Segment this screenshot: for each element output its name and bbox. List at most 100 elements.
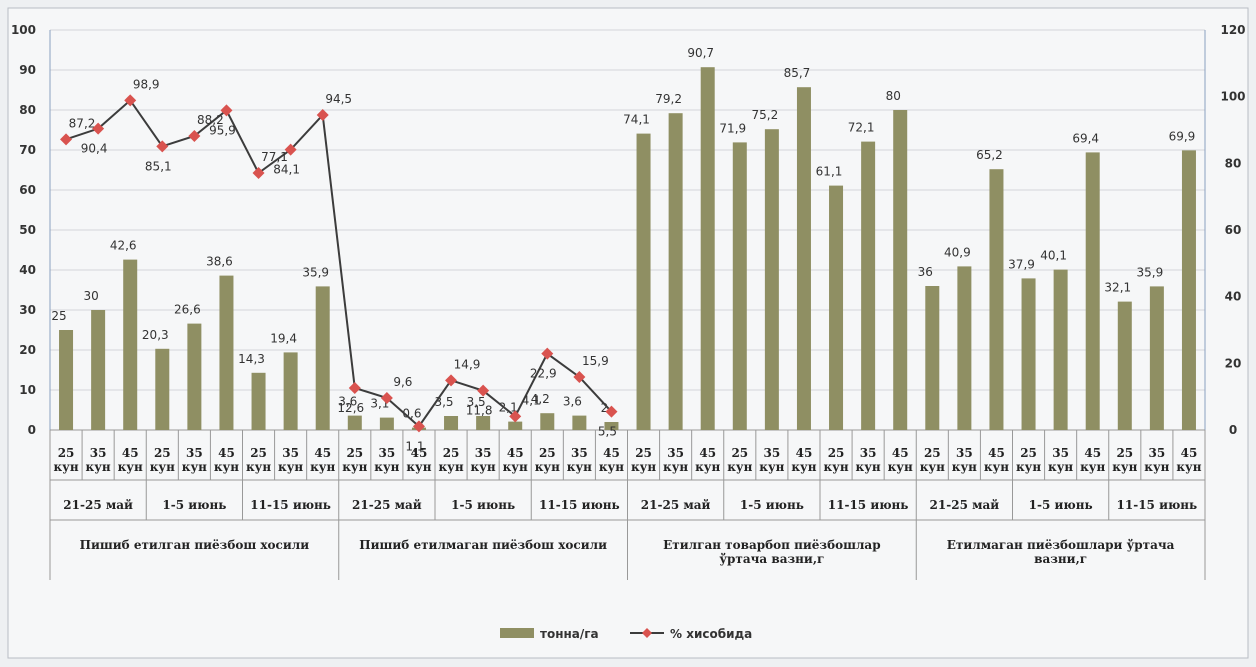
x-tick-label: 45 кун: [598, 446, 625, 474]
y-tick-label: 100: [11, 23, 36, 37]
bar-value-label: 14,3: [238, 352, 265, 366]
bar: [187, 323, 202, 430]
date-label: 11-15 июнь: [1116, 498, 1198, 512]
x-tick-label: 35 кун: [85, 446, 111, 474]
y2-tick-label: 120: [1220, 23, 1245, 37]
x-tick-label: 35 кун: [759, 446, 785, 474]
line-value-label: 11,8: [466, 404, 493, 418]
line-value-label: 85,1: [145, 159, 172, 173]
bar-value-label: 26,6: [174, 303, 201, 317]
marker: [284, 143, 297, 156]
x-tick-label: 45 кун: [117, 446, 143, 474]
bar-value-label: 79,2: [655, 92, 682, 106]
line-value-label: 88,2: [197, 113, 224, 127]
date-label: 1-5 июнь: [451, 498, 516, 512]
bar-value-label: 80: [886, 89, 901, 103]
bar: [91, 310, 106, 430]
bar-value-label: 42,6: [110, 239, 137, 253]
bar: [283, 352, 298, 430]
legend-swatch: [642, 628, 652, 638]
x-tick-label: 45 кун: [406, 446, 432, 474]
bar-value-label: 35,9: [1137, 265, 1164, 279]
date-label: 21-25 май: [63, 498, 133, 512]
line-value-label: 98,9: [133, 77, 160, 91]
x-tick-label: 35 кун: [470, 446, 496, 474]
group-label: Пишиб етилган пиёзбош хосили: [79, 538, 310, 552]
x-tick-label: 45 кун: [213, 446, 240, 474]
bar-value-label: 85,7: [784, 66, 811, 80]
bar: [155, 348, 170, 430]
bar-value-label: 61,1: [816, 165, 843, 179]
group-label: Пишиб етилмаган пиёзбош хосили: [359, 538, 607, 552]
bar-value-label: 74,1: [623, 113, 650, 127]
x-tick-label: 35 кун: [1144, 446, 1170, 474]
marker: [445, 374, 458, 387]
marker: [316, 109, 329, 121]
x-tick-label: 35 кун: [663, 446, 689, 474]
x-tick-label: 35 кун: [855, 446, 881, 474]
x-tick-label: 35 кун: [374, 446, 400, 474]
bar: [957, 266, 972, 430]
bar: [1085, 152, 1100, 430]
group-label: Етилмаган пиёзбошлари ўртача вазни,г: [946, 538, 1175, 566]
bar-value-label: 30: [83, 289, 98, 303]
bar: [925, 286, 940, 430]
marker: [92, 122, 105, 135]
y-tick-label: 40: [19, 263, 36, 277]
marker: [348, 382, 361, 394]
y-tick-label: 50: [19, 223, 36, 237]
marker: [412, 420, 425, 433]
line-value-label: 4,1: [522, 393, 541, 407]
x-tick-label: 45 кун: [791, 446, 817, 474]
bar-value-label: 90,7: [687, 46, 714, 60]
y2-tick-label: 100: [1220, 90, 1245, 104]
bar-value-label: 71,9: [719, 121, 746, 135]
line-value-label: 94,5: [325, 92, 352, 106]
x-tick-label: 25 кун: [245, 446, 272, 474]
x-tick-label: 25 кун: [342, 446, 368, 474]
bar-value-label: 3,5: [434, 395, 453, 409]
x-tick-label: 45 кун: [1080, 446, 1106, 474]
marker: [380, 392, 393, 404]
y-tick-label: 60: [19, 183, 36, 197]
bar: [796, 87, 811, 430]
x-tick-label: 35 кун: [1048, 446, 1074, 474]
x-tick-label: 35 кун: [181, 446, 207, 474]
group-label: Етилган товарбоп пиёзбошлар ўртача вазни…: [663, 538, 881, 566]
date-label: 11-15 июнь: [827, 498, 909, 512]
x-tick-label: 25 кун: [630, 446, 657, 474]
x-tick-label: 25 кун: [727, 446, 753, 474]
bar: [347, 415, 362, 430]
x-tick-label: 25 кун: [1015, 446, 1042, 474]
x-tick-label: 25 кун: [53, 446, 79, 474]
marker: [252, 167, 265, 179]
x-tick-label: 45 кун: [887, 446, 913, 474]
marker: [60, 133, 73, 146]
y2-tick-label: 0: [1229, 423, 1237, 437]
y-tick-label: 70: [19, 143, 36, 157]
bar: [476, 416, 491, 430]
bar: [572, 415, 587, 430]
bar: [379, 417, 394, 430]
bar-value-label: 65,2: [976, 148, 1003, 162]
line-value-label: 87,2: [69, 116, 96, 130]
y2-tick-label: 20: [1225, 356, 1242, 370]
x-tick-label: 25 кун: [149, 446, 175, 474]
bar-value-label: 3,6: [563, 395, 582, 409]
bar: [1021, 278, 1036, 430]
bar-value-label: 37,9: [1008, 257, 1035, 271]
x-tick-label: 35 кун: [951, 446, 977, 474]
bar: [861, 141, 876, 430]
legend-swatch: [500, 628, 534, 638]
x-tick-label: 25 кун: [438, 446, 464, 474]
bar: [315, 286, 330, 430]
line-value-label: 84,1: [273, 163, 300, 177]
bar-value-label: 36: [918, 265, 933, 279]
bar: [1117, 301, 1132, 430]
x-tick-label: 25 кун: [1112, 446, 1138, 474]
bar: [604, 422, 619, 430]
bar: [1149, 286, 1164, 430]
x-tick-label: 45 кун: [983, 446, 1010, 474]
line: [65, 98, 613, 428]
marker: [605, 405, 618, 418]
